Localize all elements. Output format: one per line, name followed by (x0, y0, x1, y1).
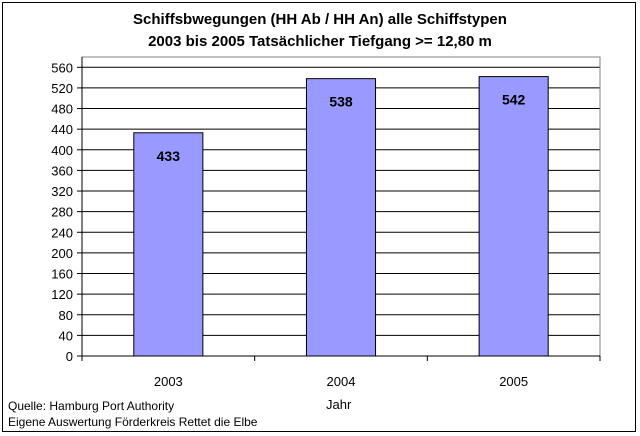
y-tick-label: 0 (66, 349, 73, 364)
chart-subtitle: 2003 bis 2005 Tatsächlicher Tiefgang >= … (148, 33, 492, 50)
data-label: 433 (157, 148, 181, 164)
data-labels: 433 538 542 (157, 92, 526, 164)
axes (77, 57, 601, 361)
bar (305, 78, 377, 357)
bar (133, 132, 204, 357)
x-tick-label: 2003 (154, 374, 183, 389)
y-tick-label: 40 (59, 328, 73, 343)
bars (133, 76, 549, 357)
y-tick-label: 240 (51, 225, 73, 240)
x-axis-tick-labels: 2003 2004 2005 (154, 374, 528, 389)
y-tick-label: 120 (51, 287, 73, 302)
y-tick-label: 400 (51, 143, 73, 158)
source-note: Quelle: Hamburg Port Authority (8, 399, 175, 413)
y-tick-label: 520 (51, 81, 73, 96)
data-label: 538 (329, 94, 353, 110)
y-tick-label: 560 (51, 60, 73, 75)
y-tick-label: 200 (51, 246, 73, 261)
y-tick-label: 160 (51, 267, 73, 282)
x-tick-label: 2004 (327, 374, 356, 389)
y-axis-tick-labels: 0 40 80 120 160 200 240 280 320 360 400 440 480 520 56… (51, 60, 73, 364)
x-axis-label: Jahr (326, 397, 352, 412)
chart-title: Schiffsbwegungen (HH Ab / HH An) alle Sc… (133, 11, 507, 28)
y-tick-label: 280 (51, 205, 73, 220)
y-tick-label: 360 (51, 163, 73, 178)
bar (478, 76, 549, 357)
x-tick-label: 2005 (499, 374, 528, 389)
y-tick-label: 480 (51, 102, 73, 117)
y-tick-label: 320 (51, 184, 73, 199)
data-label: 542 (502, 92, 526, 108)
y-tick-label: 80 (59, 308, 73, 323)
y-tick-label: 440 (51, 122, 73, 137)
source-note-2: Eigene Auswertung Förderkreis Rettet die… (8, 415, 258, 429)
